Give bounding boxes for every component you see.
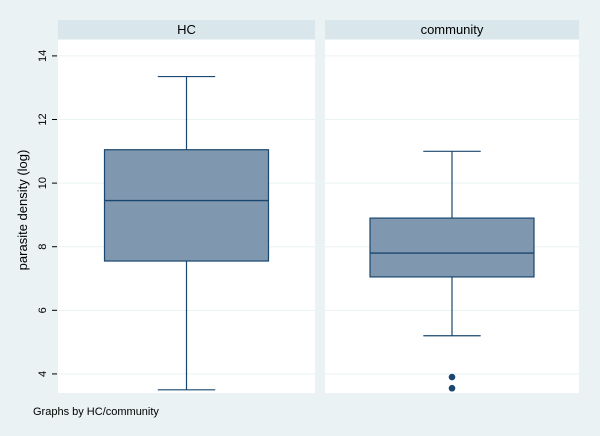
y-tick-label: 4 [37,371,49,377]
y-tick-label: 12 [37,113,49,125]
outlier-point [448,373,456,381]
outlier-point [448,384,456,392]
y-tick-label: 8 [37,244,49,250]
y-tick-label: 10 [37,177,49,189]
graphs-by-note: Graphs by HC/community [33,406,159,418]
y-tick-label: 14 [37,50,49,62]
iqr-box [369,217,535,278]
panel-strip-label: community [421,22,484,37]
panel-hc: HC [58,20,315,393]
y-axis-label: parasite density (log) [15,150,30,271]
y-axis: 4 6 8 10 12 14 [37,50,57,377]
panel-strip [58,20,315,39]
panel-strip-label: HC [177,22,196,37]
y-tick-label: 6 [37,307,49,313]
panels-group: HC community [58,20,579,393]
panel-community: community [325,20,579,393]
iqr-box [103,149,270,262]
panel-strip [325,20,579,39]
